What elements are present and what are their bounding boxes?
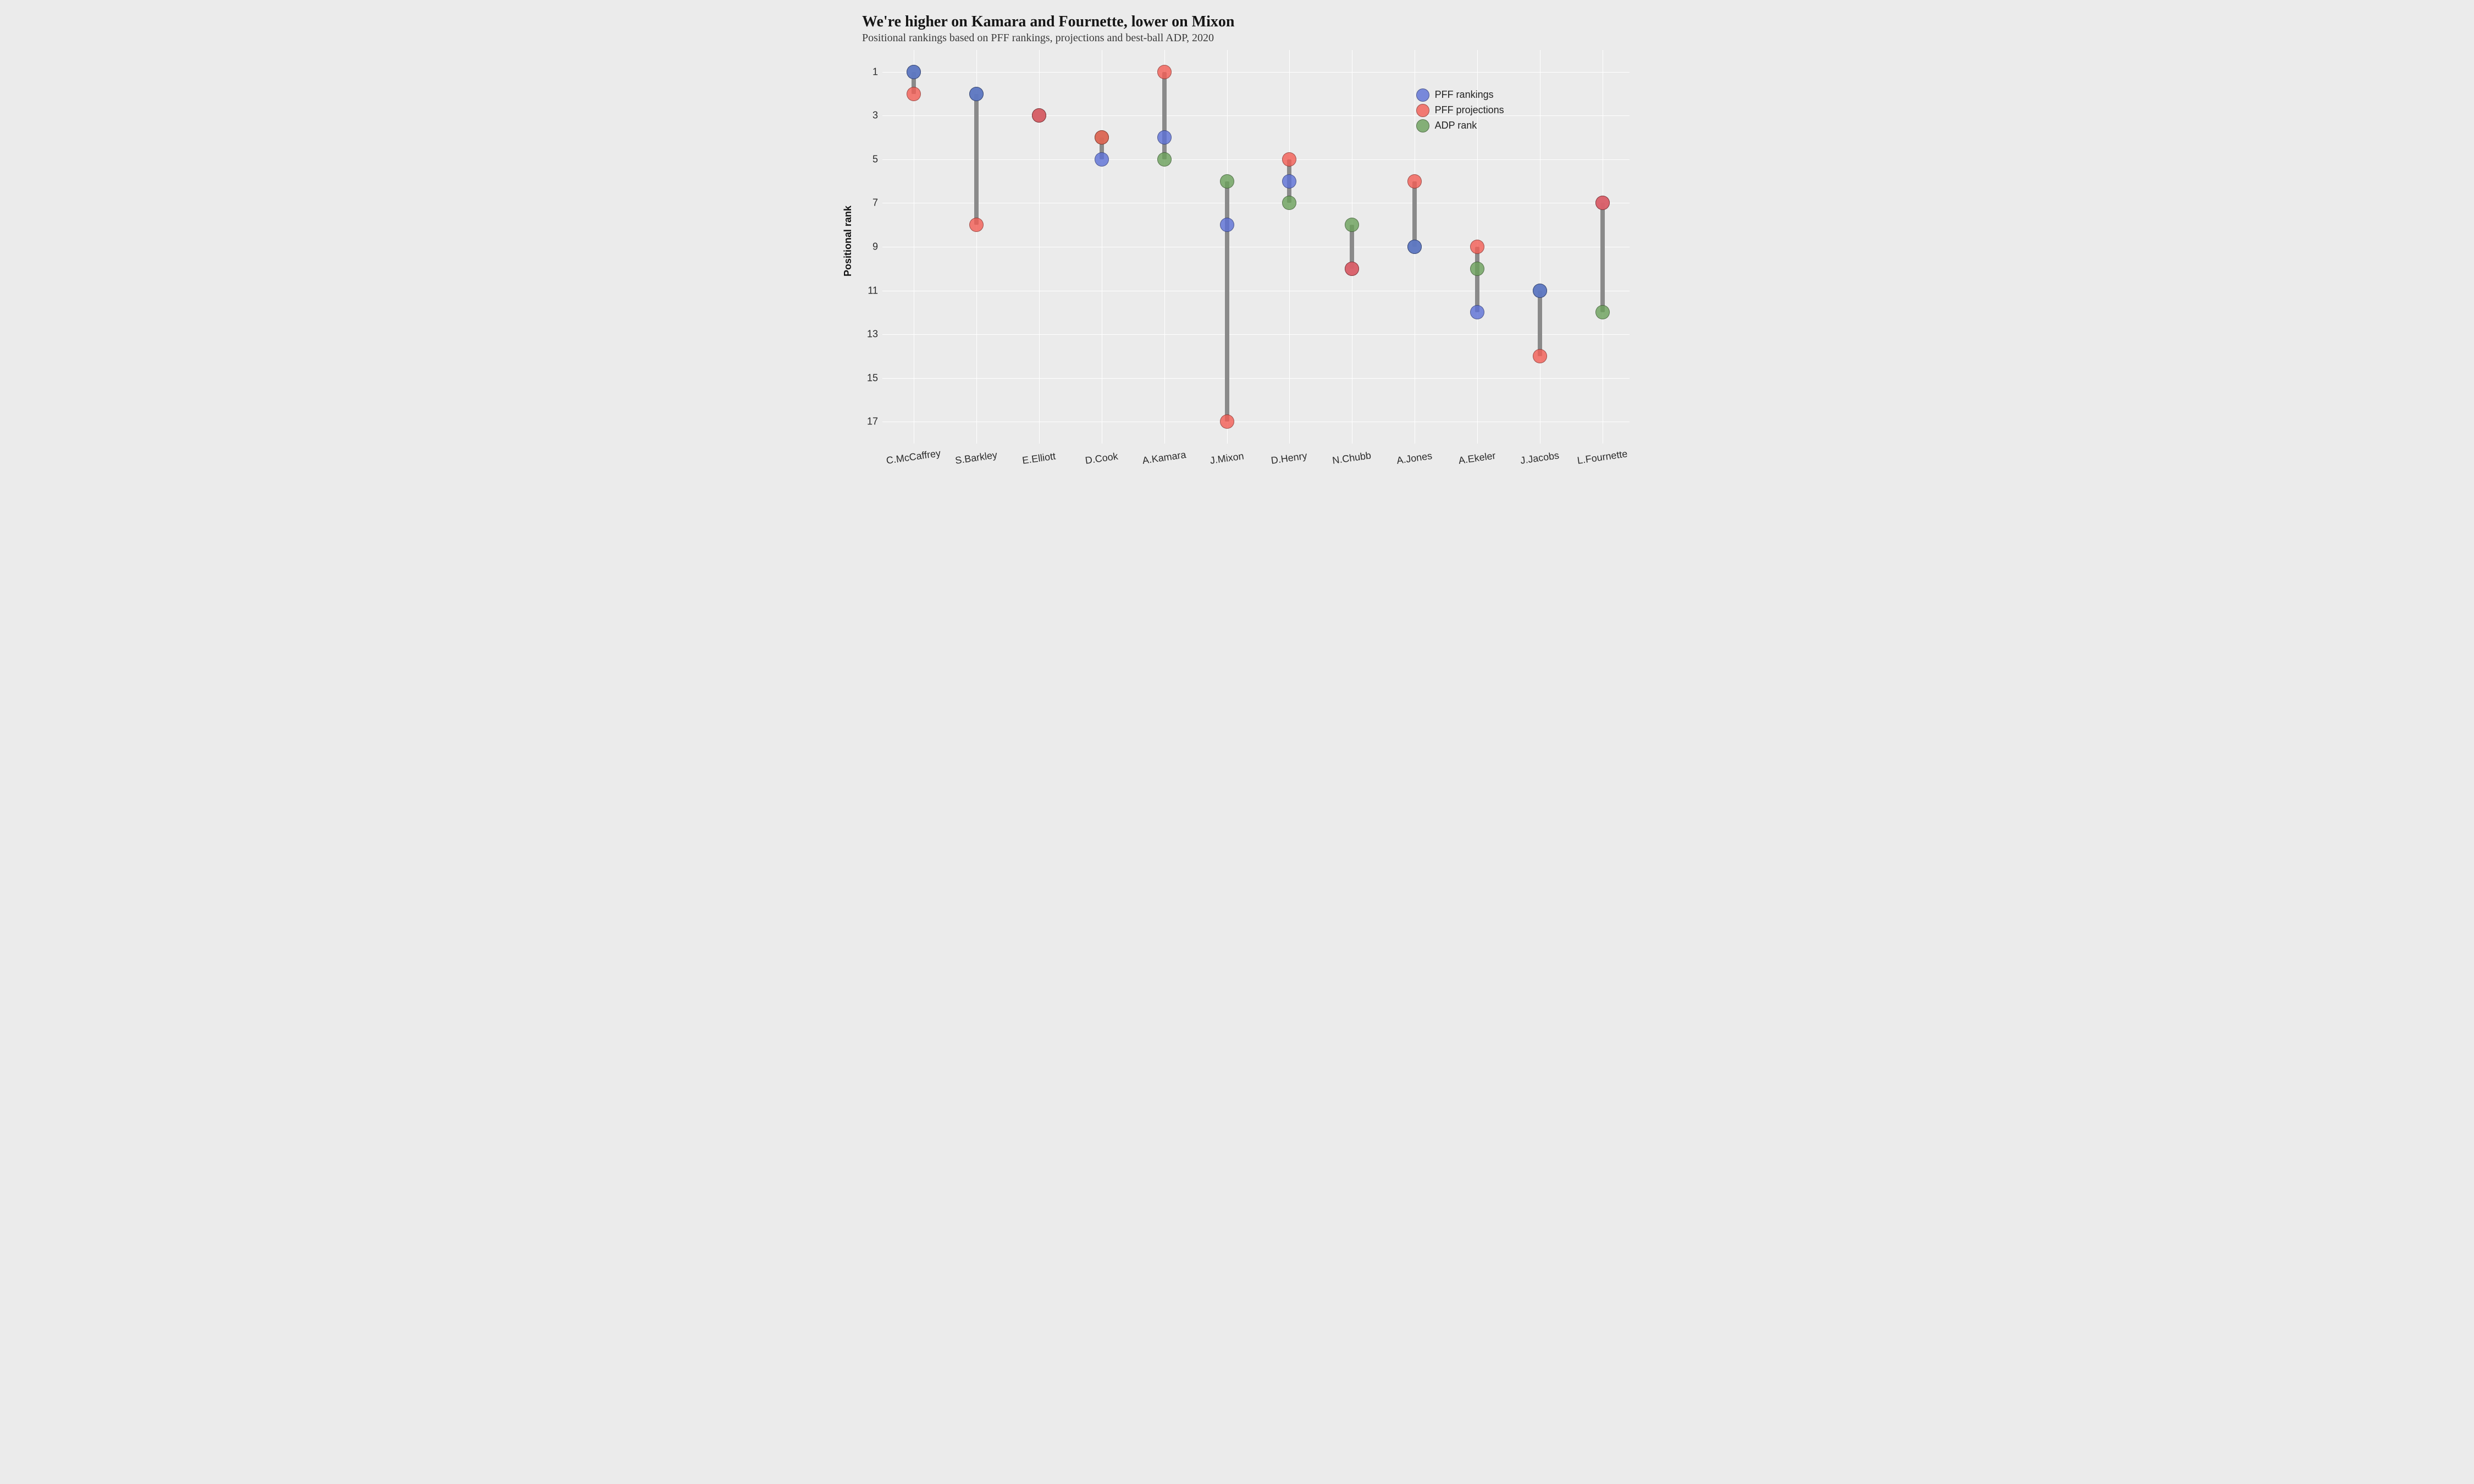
y-tick-label: 5	[872, 153, 878, 165]
y-tick-label: 3	[872, 110, 878, 121]
legend-swatch	[1416, 88, 1429, 102]
data-point	[1282, 174, 1296, 189]
y-tick-label: 17	[867, 416, 878, 428]
data-point	[1220, 218, 1234, 232]
data-point	[1345, 262, 1359, 276]
data-point	[1533, 349, 1547, 363]
legend-item: PFF rankings	[1416, 88, 1504, 102]
data-point	[1407, 240, 1422, 254]
data-point	[907, 87, 921, 101]
data-point	[1220, 414, 1234, 429]
x-tick-label: A.Ekeler	[1458, 450, 1496, 467]
gridline-h	[882, 115, 1630, 116]
gridline-h	[882, 334, 1630, 335]
x-tick-label: S.Barkley	[954, 449, 998, 467]
range-connector	[1600, 203, 1605, 312]
x-tick-label: J.Jacobs	[1520, 450, 1560, 467]
data-point	[1470, 305, 1484, 319]
gridline-h	[882, 72, 1630, 73]
y-tick-label: 13	[867, 329, 878, 340]
data-point	[969, 218, 984, 232]
x-tick-label: D.Henry	[1271, 450, 1308, 467]
data-point	[1470, 262, 1484, 276]
data-point	[1470, 240, 1484, 254]
data-point	[1157, 65, 1172, 79]
legend-item: ADP rank	[1416, 119, 1504, 132]
range-connector	[1538, 291, 1542, 356]
range-connector	[1162, 72, 1167, 159]
legend-label: ADP rank	[1435, 120, 1477, 131]
data-point	[1595, 196, 1610, 210]
gridline-h	[882, 378, 1630, 379]
plot-area	[882, 50, 1634, 444]
chart-container: We're higher on Kamara and Fournette, lo…	[825, 0, 1649, 495]
y-tick-label: 1	[872, 66, 878, 77]
data-point	[1032, 108, 1046, 123]
y-tick-label: 7	[872, 197, 878, 209]
x-tick-label: N.Chubb	[1332, 450, 1372, 467]
x-tick-label: E.Elliott	[1021, 451, 1056, 467]
range-connector	[1412, 181, 1417, 247]
range-connector	[1475, 247, 1479, 312]
data-point	[1533, 284, 1547, 298]
data-point	[1345, 218, 1359, 232]
range-connector	[974, 94, 979, 225]
data-point	[907, 65, 921, 79]
data-point	[969, 87, 984, 101]
legend-swatch	[1416, 104, 1429, 117]
plot-outer: Positional rank 1357911131517 PFF rankin…	[840, 50, 1634, 477]
plot: PFF rankings PFF projections ADP rank C.Mc…	[882, 50, 1634, 477]
x-tick-label: J.Mixon	[1209, 450, 1244, 466]
y-axis-labels: 1357911131517	[856, 50, 882, 477]
legend-label: PFF projections	[1435, 104, 1504, 116]
y-axis-title: Positional rank	[840, 206, 856, 276]
data-point	[1220, 174, 1234, 189]
y-tick-label: 15	[867, 372, 878, 384]
gridline-h	[882, 159, 1630, 160]
x-tick-label: A.Kamara	[1141, 449, 1186, 467]
x-tick-label: L.Fournette	[1577, 448, 1628, 467]
data-point	[1407, 174, 1422, 189]
chart-subtitle: Positional rankings based on PFF ranking…	[862, 32, 1634, 45]
gridline-v	[1289, 50, 1290, 444]
data-point	[1095, 130, 1109, 145]
legend: PFF rankings PFF projections ADP rank	[1416, 88, 1504, 132]
y-tick-label: 11	[868, 285, 878, 296]
data-point	[1095, 152, 1109, 167]
x-tick-label: D.Cook	[1084, 451, 1118, 467]
data-point	[1282, 152, 1296, 167]
data-point	[1157, 130, 1172, 145]
x-tick-label: A.Jones	[1396, 450, 1433, 467]
y-tick-label: 9	[872, 241, 878, 253]
chart-title: We're higher on Kamara and Fournette, lo…	[862, 13, 1634, 31]
legend-label: PFF rankings	[1435, 89, 1494, 101]
x-tick-label: C.McCaffrey	[886, 447, 942, 467]
legend-item: PFF projections	[1416, 104, 1504, 117]
data-point	[1282, 196, 1296, 210]
legend-swatch	[1416, 119, 1429, 132]
data-point	[1595, 305, 1610, 319]
data-point	[1157, 152, 1172, 167]
